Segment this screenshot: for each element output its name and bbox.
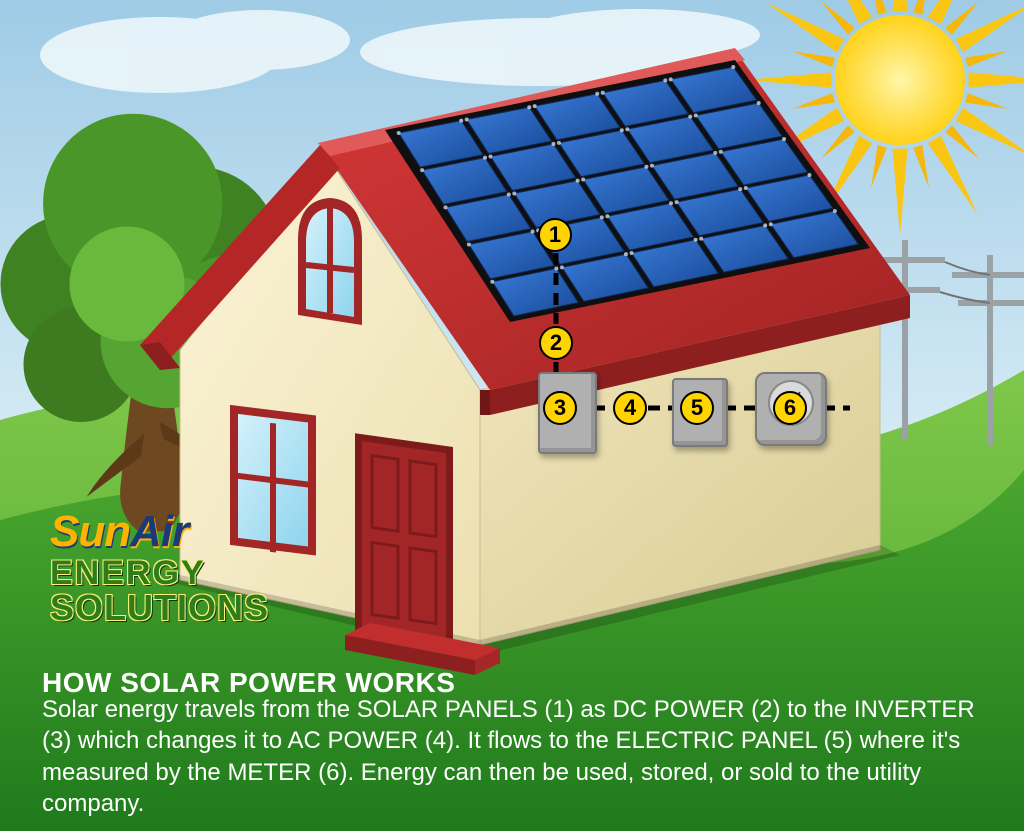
marker-5-electric-panel: 5 bbox=[680, 391, 714, 425]
attic-window bbox=[298, 198, 362, 325]
marker-2-dc-power: 2 bbox=[539, 326, 573, 360]
logo-energy: ENERGY bbox=[50, 556, 269, 590]
marker-1-solar-panels: 1 bbox=[538, 218, 572, 252]
marker-4-ac-power: 4 bbox=[613, 391, 647, 425]
infographic-body: Solar energy travels from the SOLAR PANE… bbox=[42, 694, 982, 819]
logo-solutions: SOLUTIONS bbox=[50, 590, 269, 626]
marker-3-inverter: 3 bbox=[543, 391, 577, 425]
logo-air: Air bbox=[130, 507, 188, 556]
infographic-canvas: 1 2 3 4 5 6 SunAir ENERGY SOLUTIONS HOW … bbox=[0, 0, 1024, 831]
marker-6-meter: 6 bbox=[773, 391, 807, 425]
logo-sun: Sun bbox=[50, 507, 130, 556]
brand-logo: SunAir ENERGY SOLUTIONS bbox=[50, 510, 269, 626]
